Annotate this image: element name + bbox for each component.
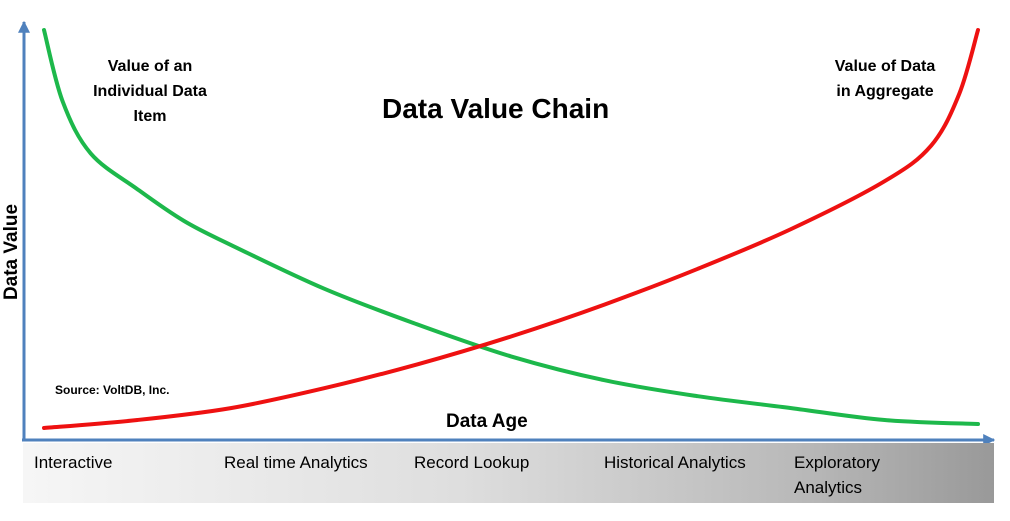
x-axis-label: Data Age bbox=[446, 411, 528, 432]
x-category-label-line: Interactive bbox=[34, 453, 113, 472]
series-label-individual: Value of an Individual Data Item bbox=[60, 54, 240, 129]
x-category-label-line: Analytics bbox=[794, 478, 863, 497]
x-category-label-line: Real time Analytics bbox=[224, 453, 368, 472]
series-label-line: in Aggregate bbox=[836, 83, 934, 100]
x-category-label-line: Record Lookup bbox=[414, 453, 530, 472]
series-line-aggregate bbox=[42, 28, 980, 430]
source-note: Source: VoltDB, Inc. bbox=[55, 383, 170, 397]
x-category-label-line: Exploratory bbox=[794, 453, 880, 472]
x-category-label: Exploratory Analytics bbox=[794, 450, 880, 500]
series-label-aggregate: Value of Data in Aggregate bbox=[800, 54, 970, 104]
series-label-line: Value of Data bbox=[834, 58, 936, 75]
data-age-category-band: Interactive Real time Analytics Record Loo… bbox=[23, 443, 994, 503]
x-category-label: Real time Analytics bbox=[224, 450, 368, 475]
x-category-label: Historical Analytics bbox=[604, 450, 746, 475]
x-category-label-line: Historical Analytics bbox=[604, 453, 746, 472]
chart-title: Data Value Chain bbox=[382, 93, 610, 124]
x-category-label: Record Lookup bbox=[414, 450, 529, 475]
series-label-line: Individual Data bbox=[93, 83, 207, 100]
x-category-label: Interactive bbox=[34, 450, 112, 475]
series-line-individual-item bbox=[42, 28, 980, 426]
series-label-line: Value of an bbox=[107, 58, 193, 75]
y-axis-label: Data Value bbox=[1, 203, 22, 301]
series-label-line: Item bbox=[133, 108, 167, 125]
